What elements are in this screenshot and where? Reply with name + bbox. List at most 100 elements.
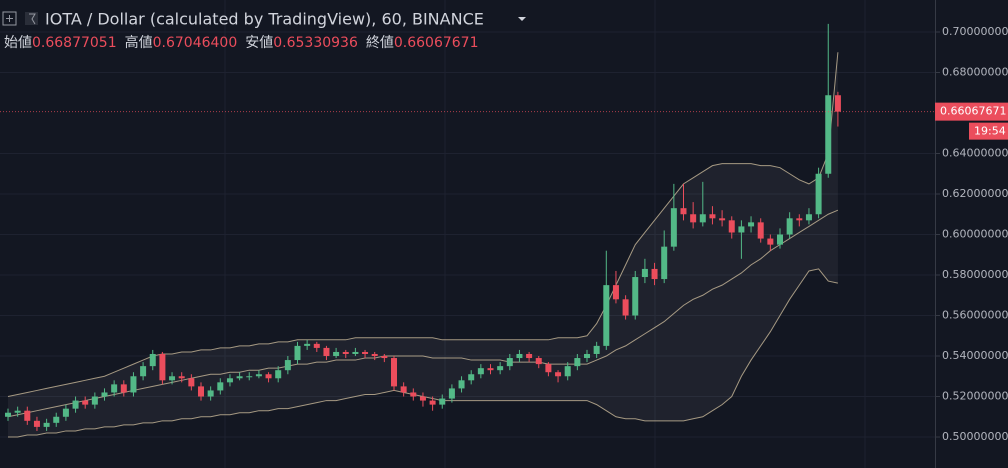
candle-body xyxy=(130,376,137,393)
candle-body xyxy=(236,376,243,379)
candle-body xyxy=(834,95,841,112)
candle-body xyxy=(410,392,417,397)
y-tick-label: 0.64000000 xyxy=(942,147,1008,160)
candle-body xyxy=(53,416,60,423)
candle-body xyxy=(33,420,40,427)
candle-body xyxy=(178,376,185,379)
candle-body xyxy=(62,408,69,417)
candle-body xyxy=(805,214,812,221)
candle-body xyxy=(43,422,50,427)
candle-body xyxy=(641,268,648,278)
ohlc-value: 0.66067671 xyxy=(394,35,479,51)
candle-body xyxy=(680,208,687,215)
y-tick-label: 0.68000000 xyxy=(942,65,1008,78)
candle-body xyxy=(651,268,658,280)
candle-body xyxy=(661,246,668,280)
candle-body xyxy=(468,374,475,381)
candle-body xyxy=(439,398,446,405)
candle-body xyxy=(226,378,233,383)
candle-body xyxy=(294,345,301,361)
candle-body xyxy=(516,353,523,359)
candle-body xyxy=(477,368,484,375)
band-fill xyxy=(8,52,838,438)
candle-body xyxy=(265,374,272,379)
candle-body xyxy=(690,214,697,223)
candle-body xyxy=(246,376,253,378)
candle-body xyxy=(342,351,349,354)
candle-body xyxy=(584,353,590,359)
candle-body xyxy=(72,400,79,409)
candle-body xyxy=(5,412,11,417)
dropdown-caret[interactable] xyxy=(518,17,526,21)
candle-body xyxy=(738,226,745,233)
candle-body xyxy=(419,396,426,401)
candle-body xyxy=(400,386,407,393)
ohlc-value: 0.66877051 xyxy=(32,35,117,51)
candle-body xyxy=(815,173,822,215)
candle-body xyxy=(458,380,465,389)
candle-body xyxy=(275,370,282,379)
candle-body xyxy=(796,218,803,221)
candle-body xyxy=(14,410,21,413)
candle-body xyxy=(313,343,320,348)
ohlc-label: 安値 xyxy=(245,35,273,51)
candle-body xyxy=(622,299,629,316)
candle-body xyxy=(526,353,533,359)
candle-body xyxy=(371,353,378,357)
countdown-tag xyxy=(969,122,1008,140)
candle-body xyxy=(362,351,369,354)
last-price-tag xyxy=(935,102,1008,121)
candle-body xyxy=(506,358,513,367)
y-tick-label: 0.54000000 xyxy=(942,349,1008,362)
y-tick-label: 0.52000000 xyxy=(942,390,1008,403)
add-icon[interactable] xyxy=(2,11,17,26)
y-tick-label: 0.58000000 xyxy=(942,268,1008,281)
candle-body xyxy=(91,396,98,405)
ohlc-label: 高値 xyxy=(125,34,153,51)
candle-body xyxy=(352,351,359,354)
candle-body xyxy=(748,222,755,227)
candle-body xyxy=(699,214,706,223)
candle-body xyxy=(593,345,600,354)
candle-body xyxy=(304,343,311,346)
candle-body xyxy=(448,388,455,399)
candle-body xyxy=(767,238,774,245)
candle-body xyxy=(728,220,735,233)
header: IOTA / Dollar (calculated by TradingView… xyxy=(2,10,526,29)
candle-body xyxy=(207,390,214,397)
flag-icon-shape xyxy=(29,13,36,25)
candle-body xyxy=(497,366,504,371)
y-tick-label: 0.50000000 xyxy=(942,430,1008,443)
candle-body xyxy=(612,285,619,300)
ohlc-label: 終値 xyxy=(366,35,394,51)
candle-body xyxy=(24,410,31,421)
band-line xyxy=(7,52,839,398)
candle-body xyxy=(188,378,195,387)
candle-body xyxy=(603,285,610,346)
chart-title[interactable]: IOTA / Dollar (calculated by TradingView… xyxy=(45,10,484,29)
candle-body xyxy=(284,360,291,371)
candle-body xyxy=(217,382,224,391)
candle-body xyxy=(381,356,388,359)
candle-body xyxy=(149,353,156,367)
ohlc-value: 0.65330936 xyxy=(273,35,358,51)
candle-body xyxy=(198,386,204,397)
y-tick-label: 0.56000000 xyxy=(942,309,1008,322)
candle-body xyxy=(555,372,562,377)
candle-body xyxy=(777,234,783,245)
countdown-label: 19:54 xyxy=(974,125,1006,138)
price-axis xyxy=(935,0,1008,468)
candle-body xyxy=(632,277,639,316)
vertical-grid xyxy=(224,0,866,468)
candle-body xyxy=(574,358,581,367)
candle-body xyxy=(140,366,147,377)
candle-body xyxy=(719,218,726,221)
candle-body xyxy=(786,218,793,235)
candle-body xyxy=(111,384,118,393)
ohlc-legend: 始値 0.66877051 高値 0.67046400 安値 0.65330936 終値 0.… xyxy=(4,34,479,51)
last-price-label: 0.66067671 xyxy=(940,105,1006,118)
candle-body xyxy=(169,376,176,381)
candle-body xyxy=(487,368,494,371)
